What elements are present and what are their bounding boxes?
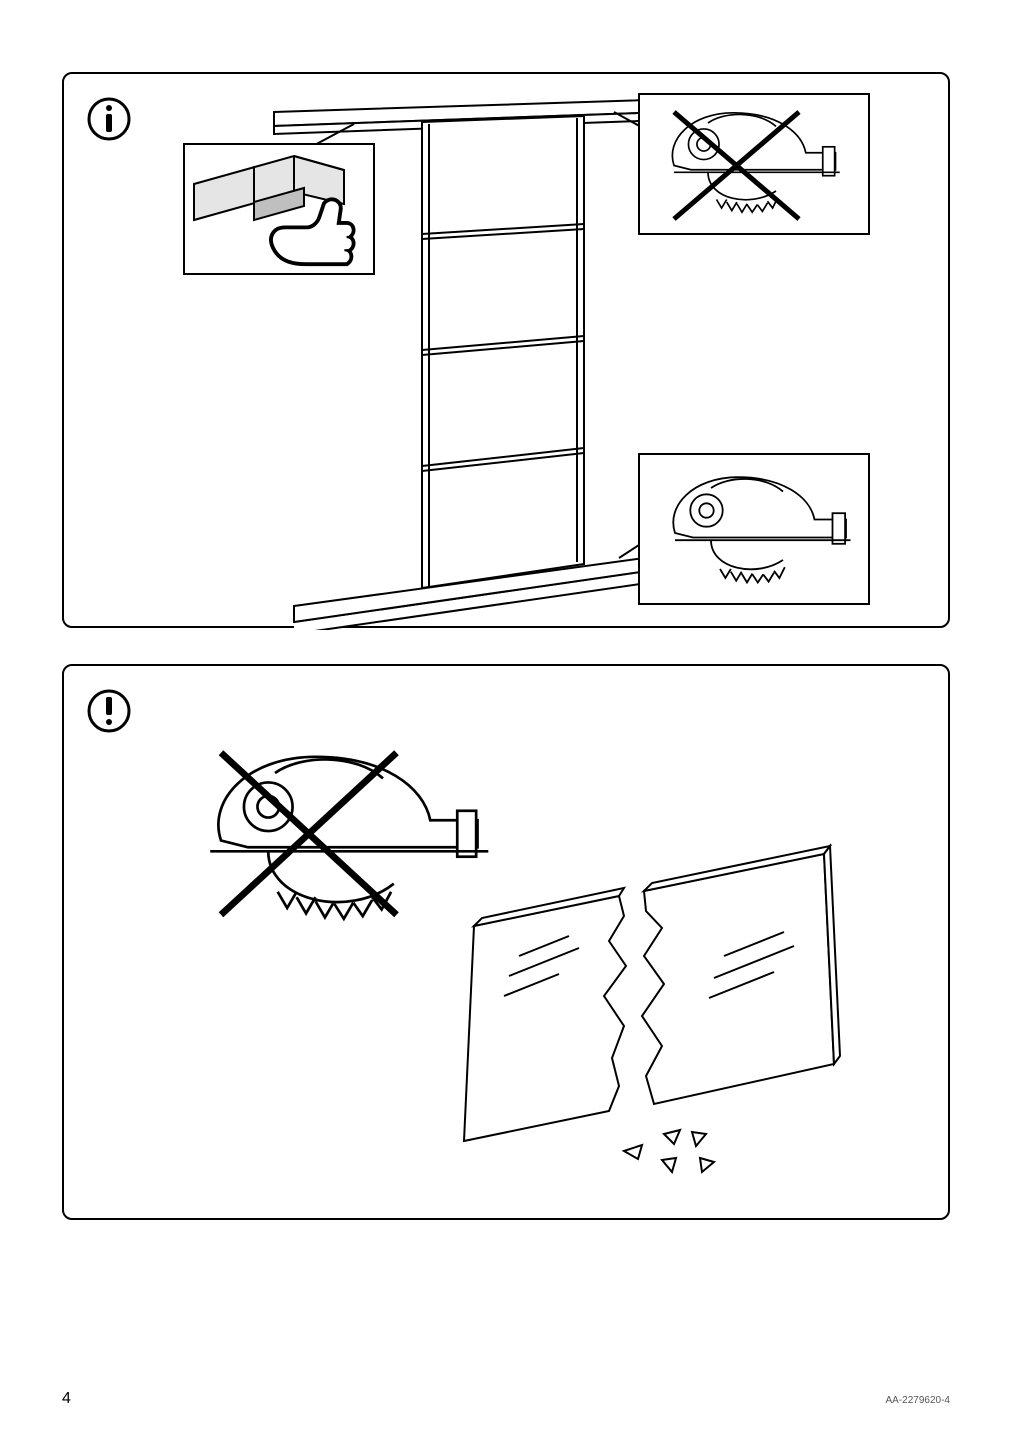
broken-glass-diagram bbox=[64, 666, 952, 1222]
saw-inset-bottom bbox=[639, 454, 869, 604]
hand-pointer-inset bbox=[184, 144, 374, 274]
page-number: 4 bbox=[62, 1390, 71, 1408]
sliding-door-diagram bbox=[64, 74, 952, 630]
warning-panel bbox=[62, 664, 950, 1220]
saw-inset-top bbox=[639, 94, 869, 234]
info-panel bbox=[62, 72, 950, 628]
document-code: AA-2279620-4 bbox=[886, 1395, 951, 1406]
glass-shards bbox=[624, 1130, 714, 1172]
broken-glass-panel bbox=[464, 846, 840, 1141]
saw-crossed-icon bbox=[210, 753, 488, 919]
